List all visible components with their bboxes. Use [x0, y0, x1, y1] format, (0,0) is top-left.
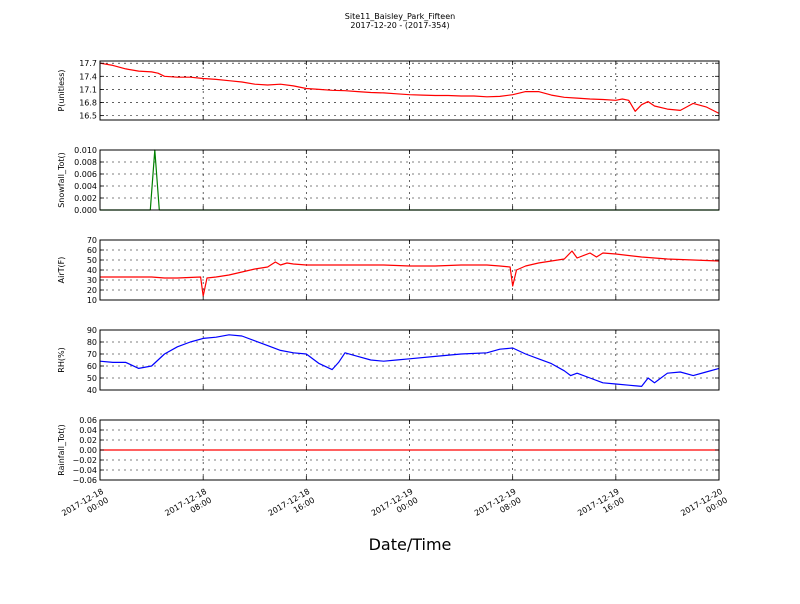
y-tick-label: 80 [87, 338, 97, 347]
subplot-4: 40 50 60 70 80 90 RH(%) [57, 326, 720, 395]
plot-frame [99, 60, 720, 121]
series-line [100, 250, 720, 297]
y-tick-label: 17.7 [79, 59, 97, 68]
subplot-1: 16.5 16.8 17.1 17.4 17.7 P(unitless) [57, 59, 720, 121]
y-tick-label: 0.000 [74, 206, 97, 215]
y-axis-label: RH(%) [57, 347, 66, 372]
y-tick-label: 20 [87, 286, 97, 295]
y-tick-label: 10 [87, 296, 97, 305]
y-tick-label: 50 [87, 256, 97, 265]
series-line [99, 334, 720, 387]
y-tick-label: 16.8 [79, 99, 97, 108]
y-tick-label: 70 [87, 236, 97, 245]
y-tick-label: 0.004 [74, 182, 97, 191]
y-tick-label: 0.00 [79, 446, 97, 455]
y-tick-label: 30 [87, 276, 97, 285]
y-tick-label: 40 [87, 266, 97, 275]
series-line [99, 62, 720, 114]
y-tick-label: 16.5 [79, 112, 97, 121]
y-tick-label: 0.06 [79, 416, 97, 425]
y-tick-label: 70 [87, 350, 97, 359]
subplot-2: 0.000 0.002 0.004 0.006 0.008 0.010 Snowfall_T… [57, 146, 720, 215]
y-tick-label: 50 [87, 374, 97, 383]
chart-title: Site11_Baisley_Park_Fifteen [345, 12, 455, 21]
y-axis-label: Snowfall_Tot() [57, 152, 66, 208]
y-axis-label: AirT(F) [57, 257, 66, 284]
y-tick-label: −0.04 [72, 466, 97, 475]
y-tick-label: 0.02 [79, 436, 97, 445]
x-axis-label: Date/Time [369, 535, 452, 554]
y-tick-label: 0.006 [74, 170, 97, 179]
y-tick-label: 17.1 [79, 85, 97, 94]
y-tick-label: 0.04 [79, 426, 97, 435]
y-tick-label: 17.4 [79, 72, 97, 81]
y-tick-label: 60 [87, 246, 97, 255]
chart-subtitle: 2017-12-20 - (2017-354) [350, 21, 449, 30]
subplot-5: −0.06−0.04−0.020.000.020.040.06 Rainfall_… [57, 416, 720, 485]
y-tick-label: 60 [87, 362, 97, 371]
y-tick-label: −0.02 [72, 456, 97, 465]
y-tick-label: 0.010 [74, 146, 97, 155]
y-axis-label: P(unitless) [57, 69, 66, 111]
y-tick-label: −0.06 [72, 476, 97, 485]
subplot-group: 16.516.817.117.417.7P(unitless)0.0000.00… [57, 59, 720, 485]
y-tick-label: 0.008 [74, 158, 97, 167]
y-tick-label: 0.002 [74, 194, 97, 203]
y-axis-label: Rainfall_Tot() [57, 424, 66, 476]
y-tick-label: 40 [87, 386, 97, 395]
y-tick-label: 90 [87, 326, 97, 335]
